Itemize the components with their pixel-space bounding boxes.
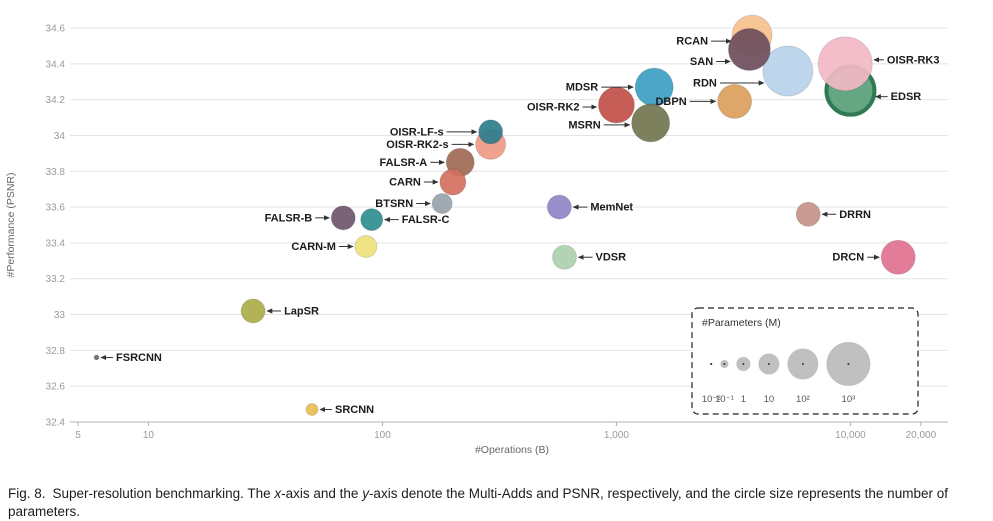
bubble-CARN-M <box>354 234 378 258</box>
label-FALSR-C: FALSR-C <box>402 214 450 226</box>
legend-circle-dot-3 <box>767 363 770 365</box>
y-tick-label: 33.2 <box>46 274 66 285</box>
bubble-RDN <box>762 45 814 97</box>
y-tick-label: 32.6 <box>46 382 66 393</box>
x-tick-label: 1,000 <box>604 430 629 441</box>
label-DRRN: DRRN <box>839 209 871 221</box>
bubble-MemNet <box>546 194 572 220</box>
x-tick-label: 10,000 <box>835 430 866 441</box>
label-FALSR-B: FALSR-B <box>265 212 313 224</box>
label-CARN: CARN <box>389 177 421 189</box>
bubble-OISR-RK3 <box>817 36 873 92</box>
y-tick-label: 34.4 <box>46 59 66 70</box>
label-EDSR: EDSR <box>891 91 922 103</box>
bubble-BTSRN <box>431 193 453 215</box>
legend-circle-dot-1 <box>723 363 726 365</box>
legend-circle-dot-2 <box>742 363 745 365</box>
y-tick-label: 34.2 <box>46 95 66 106</box>
bubble-FALSR-C <box>360 208 384 232</box>
label-OISR-RK2-s: OISR-RK2-s <box>386 139 448 151</box>
label-CARN-M: CARN-M <box>291 241 336 253</box>
chart-svg: 32.4 32.6 32.8 33 33.2 33.4 33.6 33.8 34 34.2 34.4… <box>5 14 948 456</box>
bubble-VDSR <box>552 244 578 270</box>
bubble-OISR-RK2 <box>597 86 635 124</box>
bubble-LapSR <box>240 298 266 324</box>
legend-size-label-4: 10² <box>796 394 810 405</box>
bubble-CARN <box>439 168 467 196</box>
legend-size-label-5: 10³ <box>842 394 856 405</box>
legend-title: #Parameters (M) <box>702 317 781 329</box>
label-DBPN: DBPN <box>655 96 686 108</box>
legend-circle-dot-0 <box>710 363 713 365</box>
label-MemNet: MemNet <box>590 202 633 214</box>
x-tick-label: 5 <box>75 430 81 441</box>
y-axis-title: #Performance (PSNR) <box>5 172 17 277</box>
label-OISR-RK3: OISR-RK3 <box>887 54 940 66</box>
legend-size-label-3: 10 <box>764 394 775 405</box>
label-SAN: SAN <box>690 56 713 68</box>
legend-circle-dot-4 <box>801 363 804 365</box>
bubble-SRCNN <box>305 402 319 416</box>
y-tick-label: 32.4 <box>46 418 66 429</box>
x-axis-title: #Operations (B) <box>475 444 549 456</box>
bubble-FSRCNN <box>93 354 100 361</box>
figure-caption: Fig. 8. Super-resolution benchmarking. Th… <box>8 485 976 521</box>
label-RCAN: RCAN <box>676 36 708 48</box>
caption-segment: -axis denote the Multi-Adds and PSNR, re… <box>8 486 948 519</box>
label-RDN: RDN <box>693 77 717 89</box>
bubble-MSRN <box>631 103 671 143</box>
label-VDSR: VDSR <box>596 252 627 264</box>
caption-segment: Super-resolution benchmarking. The <box>52 486 275 501</box>
label-SRCNN: SRCNN <box>335 404 374 416</box>
label-DRCN: DRCN <box>832 252 864 264</box>
caption-var: y <box>362 486 369 501</box>
y-tick-label: 33.8 <box>46 167 66 178</box>
bubble-DRRN <box>795 201 821 227</box>
y-tick-label: 34.6 <box>46 24 66 35</box>
label-LapSR: LapSR <box>284 305 319 317</box>
x-tick-label: 100 <box>374 430 391 441</box>
label-MSRN: MSRN <box>568 119 600 131</box>
x-tick-label: 10 <box>143 430 155 441</box>
y-tick-label: 34 <box>54 131 66 142</box>
label-BTSRN: BTSRN <box>375 198 413 210</box>
label-MDSR: MDSR <box>566 82 598 94</box>
y-tick-label: 32.8 <box>46 346 66 357</box>
bubble-DRCN <box>880 239 916 275</box>
label-OISR-RK2: OISR-RK2 <box>527 102 580 114</box>
legend-size-label-0: 10⁻² <box>702 394 721 405</box>
bubble-OISR-LF-s <box>478 119 504 145</box>
caption-segment: -axis and the <box>281 486 363 501</box>
y-tick-label: 33 <box>54 310 66 321</box>
caption-text: Super-resolution benchmarking. The x-axi… <box>8 486 948 519</box>
caption-var: x <box>274 486 282 501</box>
y-tick-label: 33.6 <box>46 203 66 214</box>
legend-circle-dot-5 <box>847 363 850 365</box>
bubble-SAN <box>727 27 771 71</box>
caption-fig-label: Fig. 8. <box>8 486 46 501</box>
y-tick-label: 33.4 <box>46 238 66 249</box>
x-tick-label: 20,000 <box>906 430 937 441</box>
label-OISR-LF-s: OISR-LF-s <box>390 126 444 138</box>
label-FSRCNN: FSRCNN <box>116 352 162 364</box>
legend-size-label-1: 10⁻¹ <box>715 394 734 405</box>
bubble-FALSR-B <box>330 205 356 231</box>
label-FALSR-A: FALSR-A <box>380 157 428 169</box>
legend-size-label-2: 1 <box>741 394 746 405</box>
bubble-DBPN <box>717 83 753 119</box>
